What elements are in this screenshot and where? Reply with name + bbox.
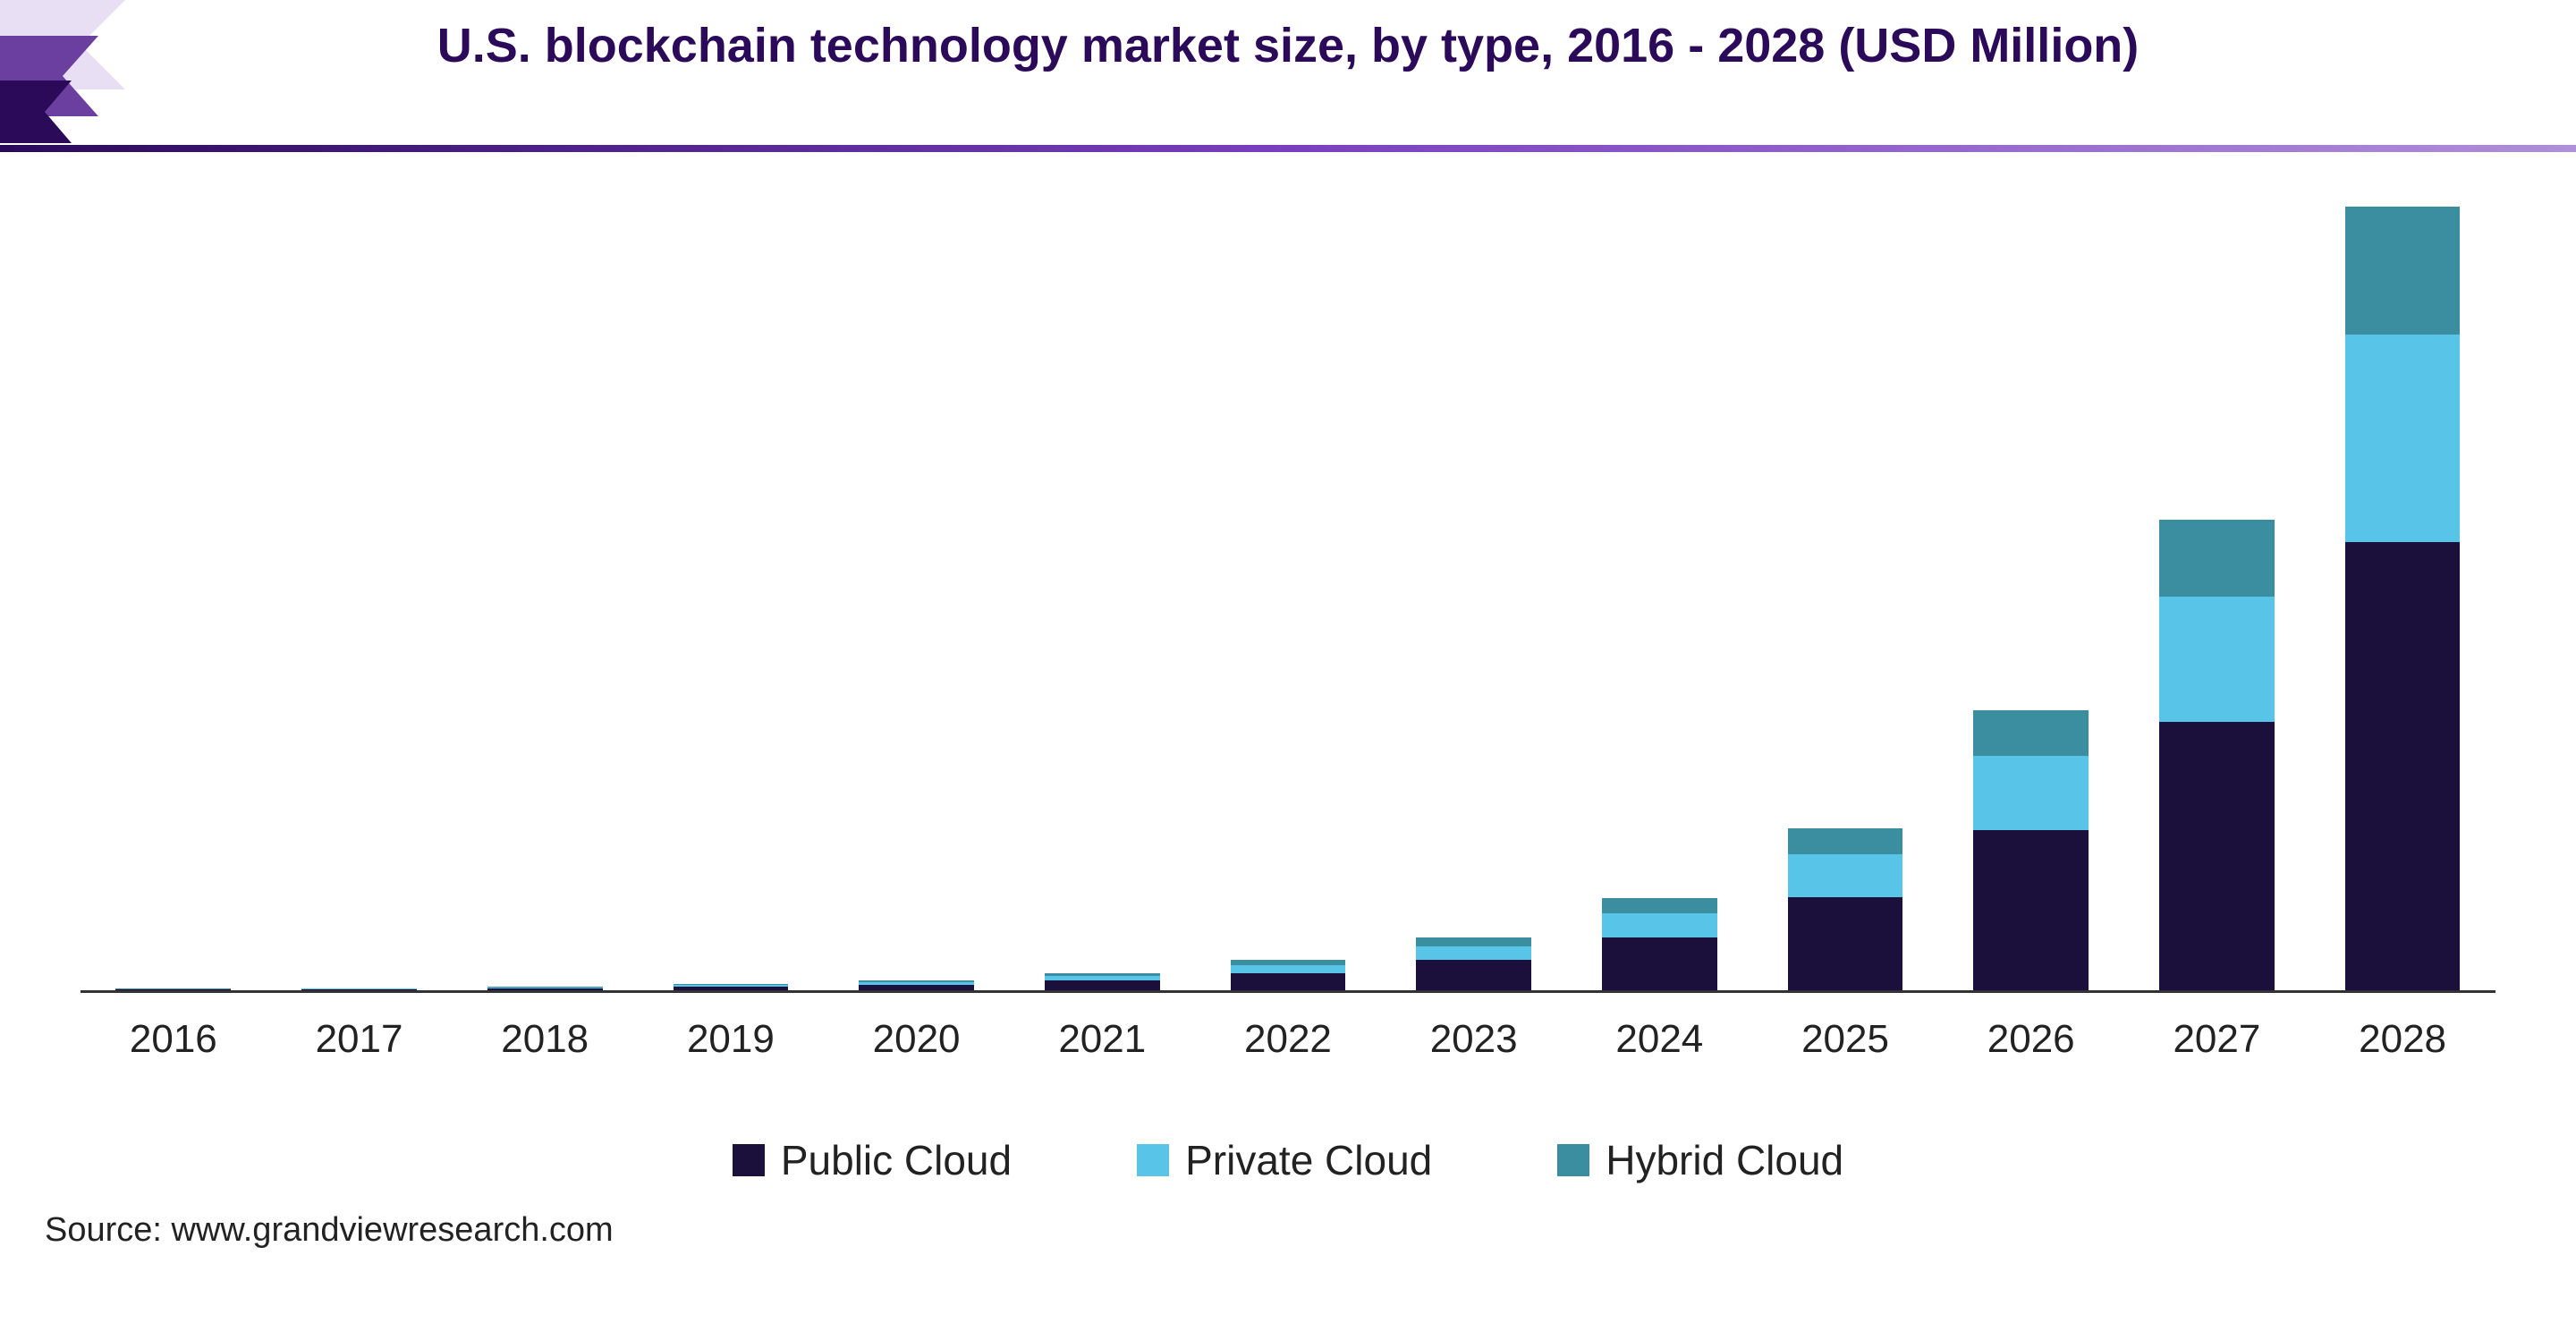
- x-axis-label: 2017: [267, 1017, 453, 1062]
- bar-stack: [2159, 520, 2275, 990]
- bar-stack: [1416, 937, 1531, 990]
- bar-segment: [674, 987, 789, 990]
- bar-slot: [1195, 206, 1381, 990]
- bar-segment: [1045, 980, 1160, 990]
- bar-stack: [1973, 710, 2089, 990]
- bar-slot: [2124, 206, 2310, 990]
- legend-item: Hybrid Cloud: [1557, 1136, 1843, 1184]
- bar-segment: [2345, 207, 2461, 335]
- legend-swatch: [1557, 1144, 1589, 1176]
- x-axis-label: 2016: [80, 1017, 267, 1062]
- bar-segment: [2345, 542, 2461, 990]
- x-axis-label: 2020: [824, 1017, 1010, 1062]
- bar-stack: [674, 984, 789, 990]
- bar-segment: [115, 989, 231, 990]
- x-axis-label: 2026: [1938, 1017, 2124, 1062]
- bar-segment: [2159, 722, 2275, 990]
- bar-stack: [859, 980, 974, 990]
- x-axis-label: 2018: [452, 1017, 638, 1062]
- bar-slot: 332.3: [267, 206, 453, 990]
- header-rule: [0, 145, 2576, 152]
- bar-stack: [2345, 207, 2461, 990]
- x-axis-label: 2028: [2309, 1017, 2496, 1062]
- chart: 229.4332.3 20162017201820192020202120222…: [45, 206, 2531, 1100]
- bar-segment: [2159, 520, 2275, 597]
- legend-label: Hybrid Cloud: [1606, 1136, 1843, 1184]
- bar-segment: [1973, 710, 2089, 756]
- legend-item: Private Cloud: [1137, 1136, 1432, 1184]
- bar-slot: [824, 206, 1010, 990]
- legend-label: Private Cloud: [1185, 1136, 1432, 1184]
- bar-slot: [452, 206, 638, 990]
- bar-segment: [2345, 335, 2461, 543]
- plot-area: 229.4332.3 20162017201820192020202120222…: [80, 206, 2496, 993]
- bar-segment: [1788, 828, 1903, 854]
- legend-swatch: [733, 1144, 765, 1176]
- bar-slot: 229.4: [80, 206, 267, 990]
- bar-segment: [1231, 973, 1346, 990]
- bar-slot: [2309, 206, 2496, 990]
- bar-segment: [1416, 960, 1531, 990]
- x-axis-label: 2022: [1195, 1017, 1381, 1062]
- bar-segment: [1416, 937, 1531, 946]
- x-axis-label: 2024: [1567, 1017, 1753, 1062]
- bar-segment: [2159, 597, 2275, 722]
- bar-segment: [1602, 898, 1717, 913]
- bar-stack: [487, 987, 603, 990]
- legend-swatch: [1137, 1144, 1169, 1176]
- bar-segment: [1416, 946, 1531, 961]
- bar-stack: [1788, 828, 1903, 990]
- bar-segment: [1788, 854, 1903, 897]
- bar-segment: [1602, 937, 1717, 990]
- legend-item: Public Cloud: [733, 1136, 1012, 1184]
- bar-segment: [859, 985, 974, 990]
- bar-slot: [1381, 206, 1567, 990]
- x-axis-label: 2027: [2124, 1017, 2310, 1062]
- bars-container: 229.4332.3: [80, 206, 2496, 990]
- x-axis-label: 2025: [1752, 1017, 1938, 1062]
- bar-stack: [1045, 973, 1160, 990]
- bar-slot: [1567, 206, 1753, 990]
- bar-stack: [1231, 960, 1346, 990]
- bar-stack: [1602, 898, 1717, 990]
- legend: Public Cloud Private Cloud Hybrid Cloud: [0, 1136, 2576, 1184]
- x-axis-label: 2019: [638, 1017, 824, 1062]
- bar-segment: [1602, 913, 1717, 937]
- bar-segment: [301, 989, 417, 990]
- bar-slot: [1009, 206, 1195, 990]
- x-axis-labels: 2016201720182019202020212022202320242025…: [80, 1017, 2496, 1062]
- x-axis-label: 2023: [1381, 1017, 1567, 1062]
- bar-stack: [301, 988, 417, 990]
- bar-slot: [1938, 206, 2124, 990]
- bar-slot: [1752, 206, 1938, 990]
- bar-segment: [1973, 756, 2089, 830]
- bar-segment: [487, 988, 603, 990]
- x-axis-label: 2021: [1009, 1017, 1195, 1062]
- bar-slot: [638, 206, 824, 990]
- chart-header: U.S. blockchain technology market size, …: [0, 0, 2576, 152]
- bar-segment: [1788, 897, 1903, 990]
- legend-label: Public Cloud: [781, 1136, 1012, 1184]
- bar-stack: [115, 988, 231, 990]
- chart-title: U.S. blockchain technology market size, …: [0, 18, 2576, 73]
- bar-segment: [1231, 965, 1346, 973]
- bar-segment: [1973, 830, 2089, 990]
- source-text: Source: www.grandviewresearch.com: [45, 1211, 2576, 1250]
